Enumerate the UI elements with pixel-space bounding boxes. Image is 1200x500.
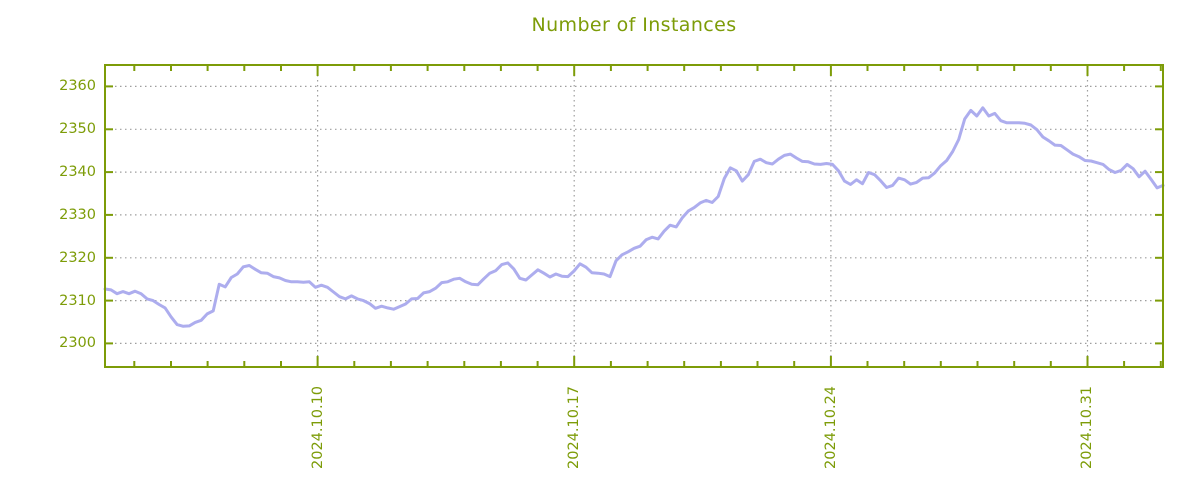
y-tick-label: 2310 [59,292,96,309]
x-tick-label: 2024.10.17 [566,385,583,469]
plot-frame [104,64,1164,368]
chart-title: Number of Instances [531,14,737,36]
axis-ticks [105,65,1163,367]
x-tick-label: 2024.10.31 [1079,385,1096,469]
y-tick-label: 2340 [59,164,96,181]
y-tick-label: 2350 [59,121,96,138]
data-line-instances [103,106,1165,328]
grid-lines [105,65,1163,367]
y-tick-label: 2300 [59,335,96,352]
y-tick-label: 2320 [59,249,96,266]
y-tick-label: 2330 [59,206,96,223]
y-tick-label: 2360 [59,78,96,95]
x-tick-label: 2024.10.24 [822,385,839,469]
x-tick-label: 2024.10.10 [309,385,326,469]
